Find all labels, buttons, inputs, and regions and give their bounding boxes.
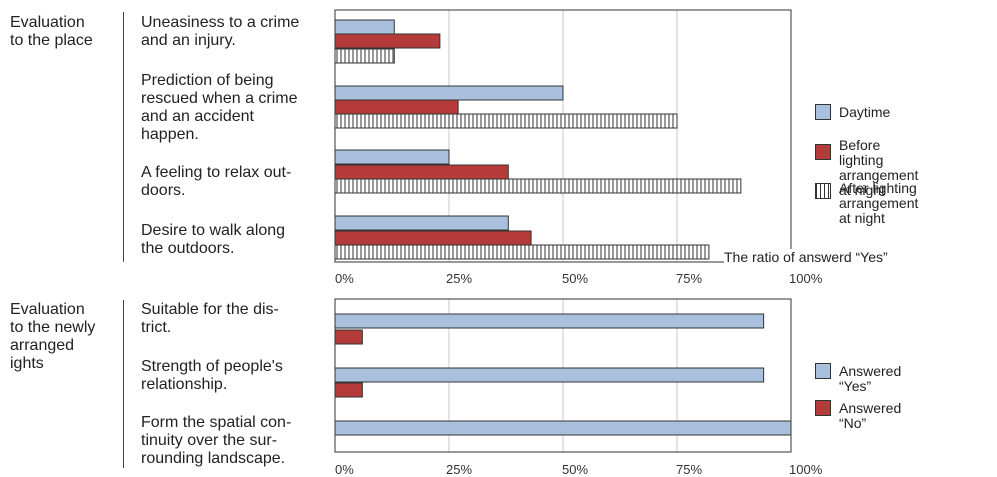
category-label: Uneasiness to a crime and an injury.: [141, 14, 300, 49]
section-label-place: Evaluation to the place: [10, 14, 93, 49]
bar: [334, 329, 363, 345]
bar: [334, 244, 710, 260]
bar: [334, 113, 678, 129]
bar: [334, 215, 509, 231]
x-tick-label: 0%: [335, 271, 354, 286]
section-divider-lights: [123, 300, 124, 468]
category-label: Suitable for the dis- trict.: [141, 301, 279, 336]
legend-swatch-daytime: [815, 104, 831, 120]
category-label: Strength of people's relationship.: [141, 358, 283, 393]
category-label: Desire to walk along the outdoors.: [141, 222, 286, 257]
x-tick-label: 75%: [676, 271, 703, 286]
x-tick-label: 75%: [676, 462, 703, 477]
category-label: A feeling to relax out- doors.: [141, 164, 292, 199]
bar: [334, 85, 564, 101]
bar: [334, 48, 395, 64]
bar: [334, 33, 441, 49]
x-tick-label: 0%: [335, 462, 354, 477]
x-tick-label: 50%: [562, 271, 589, 286]
legend-label: Answered “Yes”: [839, 363, 902, 394]
chart-evaluation-lights: [334, 298, 792, 453]
bar: [334, 19, 395, 35]
legend-label: Before lighting arrangement at night: [839, 137, 919, 198]
bar: [334, 313, 765, 329]
bar: [334, 367, 765, 383]
bar: [334, 99, 459, 115]
legend-swatch-yes: [815, 363, 831, 379]
x-tick-label: 100%: [789, 462, 823, 477]
x-tick-label: 25%: [446, 271, 473, 286]
x-tick-label: 50%: [562, 462, 589, 477]
legend-label: Daytime: [839, 104, 891, 120]
bar: [334, 230, 532, 246]
bar: [334, 164, 509, 180]
bar: [334, 382, 363, 398]
x-tick-label: 25%: [446, 462, 473, 477]
category-label: Form the spatial con- tinuity over the s…: [141, 414, 292, 467]
x-axis-title: The ratio of answerd “Yes”: [724, 249, 888, 265]
section-divider-place: [123, 12, 124, 262]
bar: [334, 178, 742, 194]
section-label-lights: Evaluation to the newly arranged ights: [10, 301, 96, 372]
legend-label: After lighting arrangement at night: [839, 180, 919, 226]
legend-label: Answered “No”: [839, 400, 902, 431]
category-label: Prediction of being rescued when a crime…: [141, 72, 298, 143]
legend-swatch-before: [815, 144, 831, 160]
legend-swatch-no: [815, 400, 831, 416]
bar: [334, 420, 792, 436]
plot-frame: [334, 9, 792, 263]
legend-swatch-after: [815, 183, 831, 199]
chart-evaluation-place: [334, 9, 792, 263]
bar: [334, 149, 450, 165]
x-tick-label: 100%: [789, 271, 823, 286]
